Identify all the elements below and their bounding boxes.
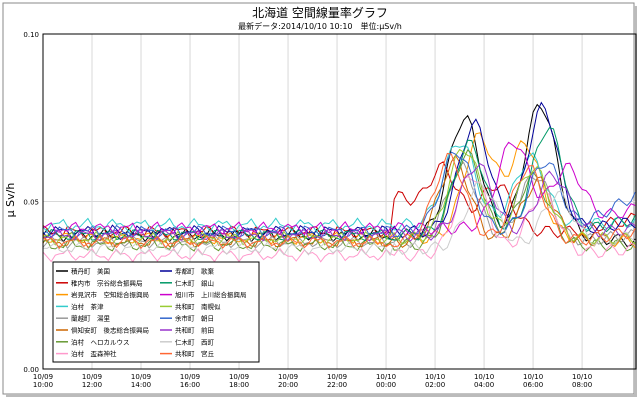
x-tick-date: 10/09 <box>82 373 102 381</box>
x-tick-date: 10/10 <box>425 373 445 381</box>
x-tick-time: 18:00 <box>229 381 249 389</box>
x-tick-labels: 10/0910:0010/0912:0010/0914:0010/0916:00… <box>33 373 592 389</box>
legend-label: 泊村 盃森神社 <box>71 349 117 358</box>
x-tick-date: 10/10 <box>474 373 494 381</box>
legend-label: 寿都町 歌棄 <box>175 267 215 276</box>
legend-label: 仁木町 銀山 <box>175 278 214 287</box>
frame-shadow-bottom <box>6 394 637 397</box>
chart-title: 北海道 空間線量率グラフ <box>252 5 388 20</box>
series-line <box>42 101 636 239</box>
legend-label: 積丹町 美国 <box>71 267 110 276</box>
y-tick-labels: 0.00 0.05 0.10 <box>23 31 39 374</box>
series-line <box>42 180 636 257</box>
legend-label: 泊村 ヘロカルウス <box>71 337 130 346</box>
legend-label: 蘭越町 湯里 <box>71 314 111 323</box>
x-tick-time: 08:00 <box>572 381 592 389</box>
series-line <box>42 154 636 248</box>
legend-label: 仁木町 西町 <box>175 337 215 346</box>
y-axis-label: μ Sv/h <box>4 183 17 218</box>
x-tick-time: 02:00 <box>425 381 445 389</box>
x-tick-time: 16:00 <box>180 381 200 389</box>
legend-label: 共和町 前田 <box>175 326 214 335</box>
legend-label: 泊村 茶津 <box>71 302 104 311</box>
x-tick-date: 10/10 <box>523 373 543 381</box>
x-tick-time: 00:00 <box>376 381 396 389</box>
x-tick-time: 06:00 <box>523 381 543 389</box>
chart-subtitle: 最新データ:2014/10/10 10:10 単位:μSv/h <box>238 21 402 31</box>
series-layer <box>42 101 636 263</box>
x-tick-date: 10/09 <box>33 373 53 381</box>
series-line <box>42 145 636 233</box>
legend-label: 共和町 宮丘 <box>175 349 215 358</box>
x-tick-time: 14:00 <box>131 381 151 389</box>
series-line <box>42 148 636 246</box>
series-line <box>42 152 636 250</box>
series-line <box>42 151 636 239</box>
x-tick-date: 10/09 <box>278 373 298 381</box>
legend-label: 稚内市 宗谷総合振興局 <box>71 278 143 287</box>
x-tick-date: 10/09 <box>327 373 347 381</box>
y-tick-label: 0.10 <box>23 31 39 39</box>
series-line <box>42 163 636 242</box>
x-tick-time: 22:00 <box>327 381 347 389</box>
x-tick-date: 10/09 <box>131 373 151 381</box>
x-tick-date: 10/09 <box>229 373 249 381</box>
plot-area-border <box>42 33 637 370</box>
x-tick-date: 10/09 <box>180 373 200 381</box>
legend-box <box>52 261 260 363</box>
legend-label: 倶知安町 後志総合振興局 <box>71 326 149 335</box>
legend-label: 旭川市 上川総合振興局 <box>175 290 247 299</box>
x-tick-date: 10/10 <box>376 373 396 381</box>
x-tick-time: 12:00 <box>82 381 102 389</box>
y-tick-label: 0.00 <box>23 366 39 374</box>
x-tick-date: 10/10 <box>572 373 592 381</box>
x-tick-time: 04:00 <box>474 381 494 389</box>
y-tick-label: 0.05 <box>23 199 39 207</box>
series-line <box>42 141 636 236</box>
legend-label: 岩見沢市 空知総合振興局 <box>71 290 149 299</box>
legend-label: 余市町 朝日 <box>175 314 214 323</box>
x-tick-time: 20:00 <box>278 381 298 389</box>
series-line <box>42 127 636 242</box>
legend-label: 共和町 南幌似 <box>175 302 221 311</box>
x-tick-time: 10:00 <box>33 381 53 389</box>
